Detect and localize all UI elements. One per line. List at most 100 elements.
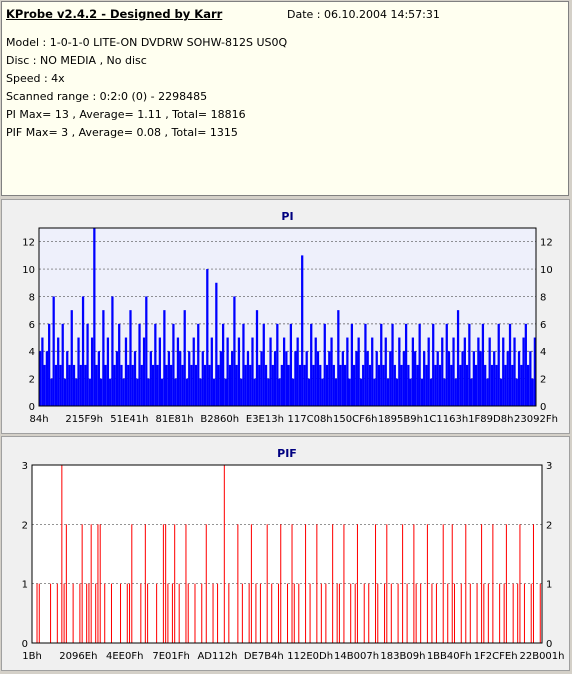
pi-xtick: 84h	[29, 414, 48, 425]
pi-bar	[429, 378, 433, 406]
pif-bar	[499, 583, 501, 643]
pi-ytick-left: 0	[29, 402, 35, 413]
pif-bar	[483, 583, 485, 643]
pi-bar	[235, 364, 238, 406]
pif-bar	[415, 583, 417, 643]
pif-bar	[79, 583, 81, 643]
pif-bar	[512, 583, 514, 643]
pi-bar	[411, 337, 415, 406]
pi-bar	[86, 323, 89, 406]
pi-bar	[461, 351, 464, 406]
pi-bar	[508, 323, 512, 406]
pi-bar	[287, 364, 290, 406]
pif-xtick: 1Bh	[22, 651, 42, 662]
pi-bar	[416, 364, 419, 406]
pi-bar	[276, 323, 279, 406]
pi-bar	[251, 337, 254, 406]
pif-frame	[31, 464, 543, 644]
pif-bar	[384, 583, 386, 643]
pi-bar	[99, 378, 103, 406]
pi-bar	[122, 378, 125, 406]
pi-xtick: 215F9h	[65, 414, 103, 425]
pi-bar	[240, 378, 243, 406]
pi-bar	[88, 378, 91, 406]
pif-bar	[530, 583, 532, 643]
pif-bar	[316, 524, 318, 643]
pi-xtick: 23092Fh	[514, 414, 558, 425]
pi-bar	[332, 364, 335, 406]
pif-ytick-left: 1	[22, 580, 28, 591]
pif-bar	[162, 524, 164, 643]
pif-bar	[517, 583, 519, 643]
pi-bar	[334, 378, 338, 406]
pi-bar	[61, 323, 64, 406]
pif-bar	[271, 583, 273, 643]
pi-bar	[249, 364, 252, 406]
pi-bar	[133, 351, 137, 406]
pi-bar	[210, 337, 213, 406]
pi-bar	[269, 337, 272, 406]
pi-bar	[353, 364, 356, 406]
pi-bar	[165, 364, 168, 406]
pi-bar	[454, 378, 457, 406]
pi-bar	[127, 364, 130, 406]
pi-bar	[231, 351, 234, 406]
pi-bar	[522, 337, 525, 406]
pif-bar	[390, 583, 392, 643]
pi-bar	[81, 296, 85, 406]
pif-ytick-left: 0	[22, 639, 28, 650]
pif-xtick: 183B09h	[380, 651, 425, 662]
pi-ytick-right: 4	[540, 347, 546, 358]
pi-bar	[129, 310, 132, 406]
pi-bar	[470, 378, 473, 406]
pi-bar	[330, 337, 333, 406]
pif-bar	[343, 524, 345, 643]
pi-bar	[520, 364, 523, 406]
pi-bar	[488, 337, 491, 406]
pi-bar	[371, 337, 374, 406]
pi-bar	[465, 364, 469, 406]
pif-bar	[426, 524, 428, 643]
pi-bar	[219, 351, 222, 406]
pi-bar	[526, 364, 530, 406]
pif-bar	[447, 583, 449, 643]
pi-bar	[90, 337, 94, 406]
pi-bar	[181, 364, 184, 406]
pi-bar	[185, 378, 189, 406]
pif-bar	[174, 524, 176, 643]
pi-bar	[316, 351, 320, 406]
pif-stats-line: PIF Max= 3 , Average= 0.08 , Total= 1315	[6, 126, 238, 139]
pi-bar	[215, 282, 218, 406]
pi-bar	[120, 364, 123, 406]
pi-bar	[267, 378, 270, 406]
pi-bar	[260, 351, 263, 406]
pif-bar	[503, 583, 505, 643]
pif-bar	[453, 583, 456, 643]
pi-bar	[375, 351, 378, 406]
pi-bar	[517, 351, 521, 406]
pif-bar	[165, 524, 167, 643]
pif-bar	[397, 583, 399, 643]
pi-bar	[124, 337, 128, 406]
pif-xtick: 22B001h	[519, 651, 564, 662]
pif-bar	[291, 524, 293, 643]
pi-bar	[244, 364, 247, 406]
pi-bar	[420, 378, 424, 406]
pif-bar	[420, 583, 422, 643]
pi-bar	[323, 323, 326, 406]
pi-bar	[138, 323, 141, 406]
pi-xtick: E3E13h	[246, 414, 284, 425]
pi-ytick-left: 6	[29, 320, 35, 331]
pi-bar	[450, 364, 453, 406]
pi-bar	[502, 337, 505, 406]
pif-bar	[167, 583, 169, 643]
pi-bar	[463, 337, 466, 406]
pi-bar	[224, 378, 227, 406]
pi-bar	[145, 296, 148, 406]
pi-bar	[343, 364, 347, 406]
pif-ytick-right: 1	[546, 580, 552, 591]
pi-ytick-left: 8	[29, 292, 35, 303]
pi-bar	[79, 364, 82, 406]
pi-bar	[93, 228, 96, 406]
pif-bar	[259, 583, 261, 643]
